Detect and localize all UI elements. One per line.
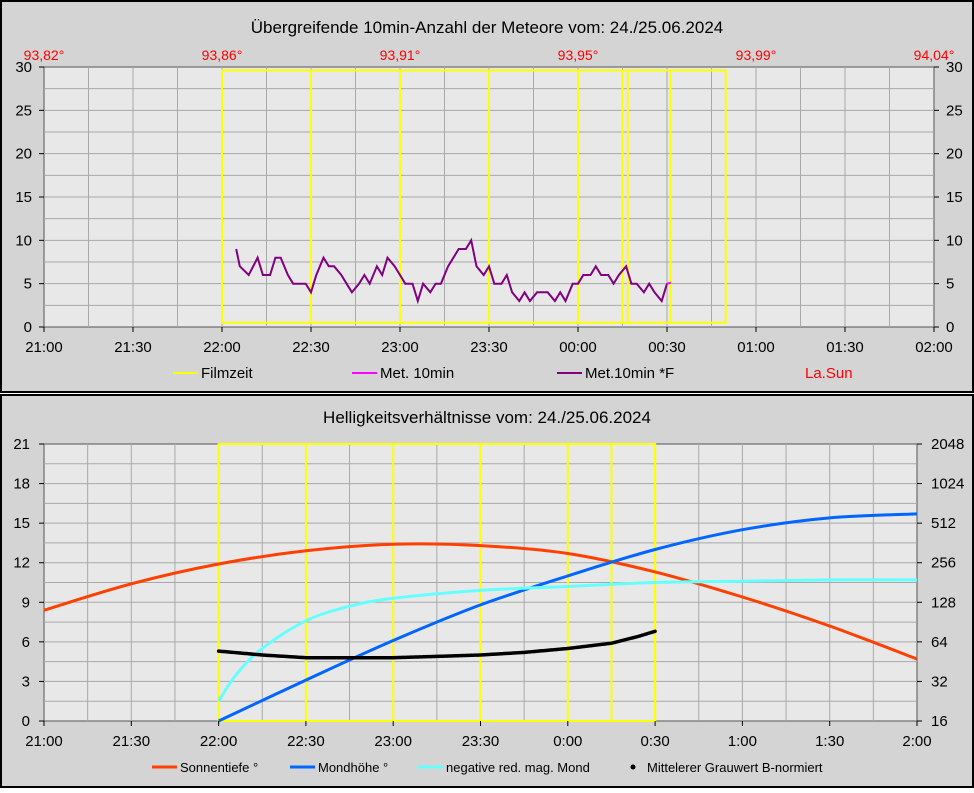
- top-tick-label: 93,95°: [558, 47, 599, 63]
- series-sonnentiefe: [43, 542, 918, 661]
- y-tick-label: 15: [15, 189, 32, 206]
- legend-2: Sonnentiefe ° Mondhöhe ° negative red. mag…: [152, 760, 823, 775]
- y-tick-label: 10: [15, 232, 32, 249]
- top-tick-label: 93,82°: [24, 47, 65, 63]
- y-tick-label: 5: [24, 276, 32, 293]
- x-tick-label: 23:30: [470, 339, 508, 356]
- y-tick-label: 0: [24, 319, 32, 336]
- top-tick-label: 93,91°: [380, 47, 421, 63]
- x-tick-label: 22:30: [287, 733, 325, 750]
- chart-1-title: Übergreifende 10min-Anzahl der Meteore v…: [251, 18, 724, 37]
- y-tick-label: 12: [13, 555, 30, 572]
- y-tick-label: 21: [13, 436, 30, 453]
- brightness-panel: Helligkeitsverhältnisse vom: 24./25.06.2…: [0, 394, 974, 788]
- x-tick-label: 23:00: [381, 339, 419, 356]
- x-tick-label: 0:30: [640, 733, 669, 750]
- top-tick-label: 94,04°: [914, 47, 955, 63]
- x-tick-label: 21:00: [25, 733, 63, 750]
- legend-label-met10min-f: Met.10min *F: [585, 365, 674, 382]
- y-right-tick-label: 0: [946, 319, 954, 336]
- axes-1: 0 5 10 15 20 25 30 0 5 10 15 20 25 30 21:00 21:30 22:00 2…: [15, 47, 962, 356]
- series-grauwert: [216, 629, 657, 660]
- legend-1: Filmzeit Met. 10min Met.10min *F La.Sun: [173, 365, 853, 382]
- top-tick-label: 93,99°: [736, 47, 777, 63]
- y-right-tick-label: 256: [931, 555, 956, 572]
- x-tick-label: 21:30: [114, 339, 152, 356]
- legend-label-met10min: Met. 10min: [380, 365, 454, 382]
- y-right-tick-label: 15: [946, 189, 963, 206]
- x-tick-label: 00:00: [559, 339, 597, 356]
- x-tick-label: 22:00: [200, 733, 238, 750]
- x-tick-label: 02:00: [915, 339, 953, 356]
- x-tick-label: 2:00: [902, 733, 931, 750]
- axes-2: 0 3 6 9 12 15 18 21 16 32 64 128 256 512 1024 2048 21:00…: [13, 436, 964, 750]
- y-tick-label: 15: [13, 515, 30, 532]
- top-tick-label: 93,86°: [202, 47, 243, 63]
- y-tick-label: 9: [22, 594, 30, 611]
- series-neg-mag-mond: [217, 578, 918, 703]
- legend-label-grauwert: Mittelerer Grauwert B-normiert: [647, 760, 823, 775]
- y-tick-label: 30: [15, 59, 32, 76]
- series-met10min: [666, 281, 672, 285]
- series-2: [43, 512, 918, 723]
- y-right-tick-label: 1024: [931, 476, 964, 493]
- y-right-tick-label: 30: [946, 59, 963, 76]
- legend-label-filmzeit: Filmzeit: [201, 365, 253, 382]
- x-tick-label: 23:00: [374, 733, 412, 750]
- y-right-tick-label: 16: [931, 713, 948, 730]
- x-tick-label: 23:30: [462, 733, 500, 750]
- series-mondhoehe: [217, 512, 918, 723]
- y-right-tick-label: 2048: [931, 436, 964, 453]
- x-tick-label: 21:30: [113, 733, 151, 750]
- meteor-count-panel: Übergreifende 10min-Anzahl der Meteore v…: [0, 0, 974, 393]
- y-tick-label: 25: [15, 102, 32, 119]
- y-right-tick-label: 10: [946, 232, 963, 249]
- filmzeit-1: [221, 69, 727, 324]
- x-tick-label: 1:30: [815, 733, 844, 750]
- y-right-tick-label: 32: [931, 673, 948, 690]
- legend-label-la-sun: La.Sun: [805, 365, 853, 382]
- legend-swatch-grauwert: [630, 764, 636, 770]
- chart-2-title: Helligkeitsverhältnisse vom: 24./25.06.2…: [323, 408, 651, 427]
- x-tick-label: 21:00: [25, 339, 63, 356]
- legend-label-sonnentiefe: Sonnentiefe °: [180, 760, 258, 775]
- legend-label-mondhoehe: Mondhöhe °: [318, 760, 388, 775]
- x-tick-label: 0:00: [553, 733, 582, 750]
- x-tick-label: 22:30: [292, 339, 330, 356]
- y-right-tick-label: 25: [946, 102, 963, 119]
- y-right-tick-label: 20: [946, 146, 963, 163]
- y-right-tick-label: 512: [931, 515, 956, 532]
- x-tick-label: 01:00: [737, 339, 775, 356]
- y-right-tick-label: 64: [931, 634, 948, 651]
- y-right-tick-label: 5: [946, 276, 954, 293]
- x-tick-label: 01:30: [826, 339, 864, 356]
- x-tick-label: 1:00: [728, 733, 757, 750]
- y-tick-label: 18: [13, 476, 30, 493]
- y-tick-label: 6: [22, 634, 30, 651]
- x-tick-label: 22:00: [203, 339, 241, 356]
- y-tick-label: 20: [15, 146, 32, 163]
- y-right-tick-label: 128: [931, 594, 956, 611]
- legend-label-neg-mag-mond: negative red. mag. Mond: [446, 760, 590, 775]
- y-tick-label: 0: [22, 713, 30, 730]
- series-met10min-f: [235, 237, 668, 305]
- series-1: [235, 237, 672, 305]
- y-tick-label: 3: [22, 673, 30, 690]
- x-tick-label: 00:30: [648, 339, 686, 356]
